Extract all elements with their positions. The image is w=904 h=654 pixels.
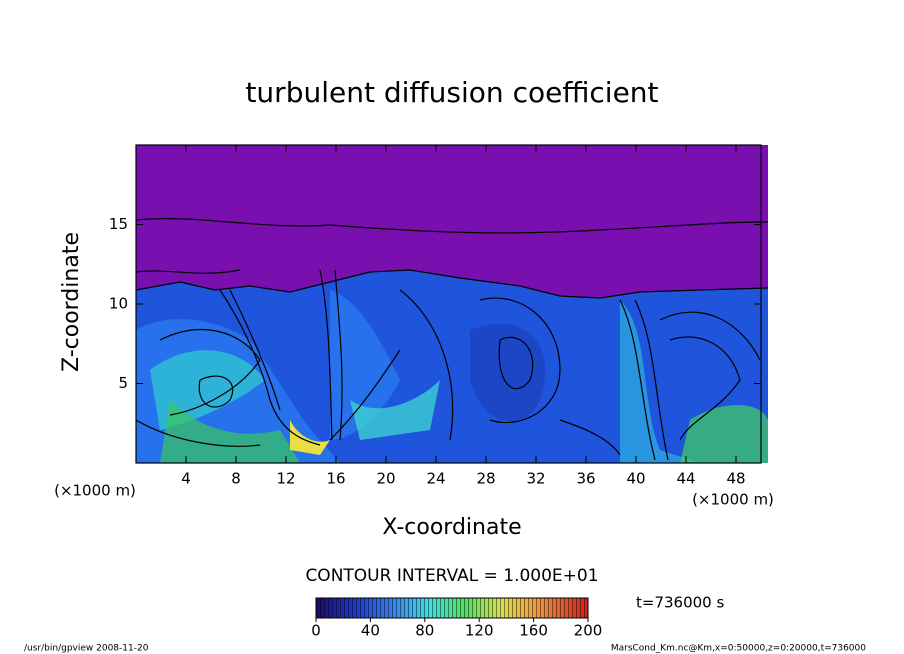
y-unit: (×1000 m) bbox=[54, 482, 136, 500]
x-tick-label: 12 bbox=[276, 470, 295, 488]
y-tick-label: 15 bbox=[109, 215, 128, 233]
colorbar-stripes bbox=[316, 598, 588, 618]
x-unit: (×1000 m) bbox=[692, 491, 774, 509]
contour-interval: CONTOUR INTERVAL = 1.000E+01 bbox=[305, 566, 598, 586]
contour-field bbox=[136, 145, 768, 463]
chart-title: turbulent diffusion coefficient bbox=[245, 76, 658, 109]
colorbar-tick-label: 160 bbox=[519, 622, 548, 640]
x-tick-label: 8 bbox=[231, 470, 241, 488]
x-tick-label: 44 bbox=[676, 470, 695, 488]
time-label: t=736000 s bbox=[636, 594, 724, 612]
x-tick-label: 16 bbox=[326, 470, 345, 488]
colorbar-tick-label: 120 bbox=[465, 622, 494, 640]
x-tick-label: 24 bbox=[426, 470, 445, 488]
colorbar-tick-label: 200 bbox=[574, 622, 603, 640]
colorbar-frame bbox=[315, 597, 589, 619]
x-tick-label: 36 bbox=[576, 470, 595, 488]
footer-right: MarsCond_Km.nc@Km,x=0:50000,z=0:20000,t=… bbox=[611, 644, 866, 654]
y-tick-label: 5 bbox=[118, 374, 128, 392]
colorbar-tick-label: 80 bbox=[415, 622, 434, 640]
x-tick-label: 28 bbox=[476, 470, 495, 488]
y-axis-label: Z-coordinate bbox=[59, 232, 84, 372]
y-tick-label: 10 bbox=[109, 295, 128, 313]
colorbar-tick-label: 40 bbox=[361, 622, 380, 640]
x-tick-label: 4 bbox=[181, 470, 191, 488]
x-tick-label: 40 bbox=[626, 470, 645, 488]
x-axis-label: X-coordinate bbox=[382, 515, 521, 540]
x-tick-label: 20 bbox=[376, 470, 395, 488]
footer-left: /usr/bin/gpview 2008-11-20 bbox=[24, 644, 149, 654]
colorbar-tick-label: 0 bbox=[311, 622, 321, 640]
x-tick-label: 48 bbox=[726, 470, 745, 488]
x-tick-label: 32 bbox=[526, 470, 545, 488]
